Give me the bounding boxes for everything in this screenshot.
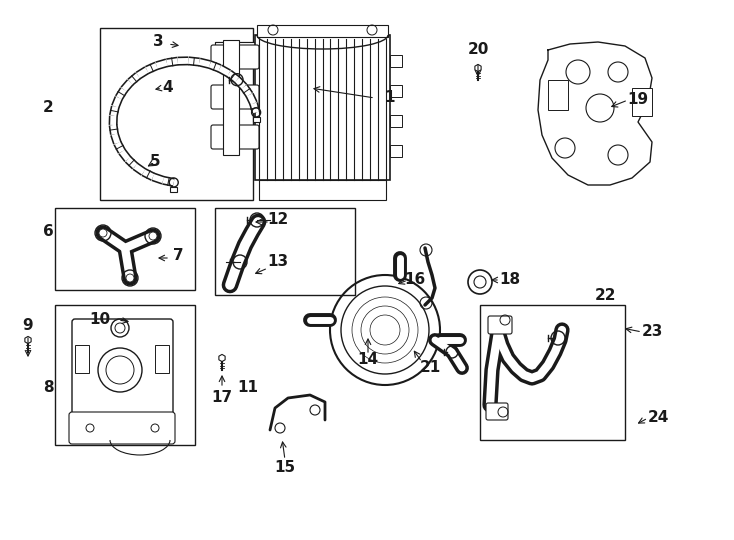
Bar: [390, 115, 402, 127]
Text: 16: 16: [404, 273, 426, 287]
Bar: [55, 305, 195, 445]
Bar: [390, 55, 402, 67]
Text: 2: 2: [43, 100, 54, 116]
Text: 8: 8: [43, 381, 54, 395]
FancyBboxPatch shape: [486, 403, 508, 420]
Text: 9: 9: [23, 318, 33, 333]
Text: 22: 22: [595, 287, 616, 302]
Text: 20: 20: [468, 43, 489, 57]
Polygon shape: [538, 42, 652, 185]
Text: 5: 5: [150, 154, 160, 170]
Text: 4: 4: [163, 80, 173, 96]
Bar: [155, 345, 169, 373]
Polygon shape: [219, 354, 225, 362]
Text: 6: 6: [43, 225, 54, 240]
Bar: [257, 25, 388, 37]
Text: 23: 23: [642, 325, 663, 340]
Bar: [255, 35, 390, 180]
Bar: [390, 85, 402, 97]
Bar: [55, 208, 195, 290]
Text: 17: 17: [211, 390, 233, 406]
Text: 13: 13: [267, 254, 288, 269]
FancyBboxPatch shape: [211, 125, 259, 149]
FancyBboxPatch shape: [488, 316, 512, 334]
Bar: [75, 345, 89, 373]
Text: 1: 1: [385, 91, 395, 105]
FancyBboxPatch shape: [72, 319, 173, 423]
Bar: [548, 80, 568, 110]
Polygon shape: [25, 336, 31, 343]
Text: 3: 3: [153, 35, 163, 50]
Bar: [215, 42, 265, 64]
Bar: [259, 180, 386, 200]
FancyBboxPatch shape: [69, 412, 175, 444]
Bar: [215, 42, 265, 64]
Text: 7: 7: [172, 248, 184, 264]
Bar: [252, 117, 260, 123]
Text: 14: 14: [357, 353, 379, 368]
FancyBboxPatch shape: [211, 45, 259, 69]
Text: 10: 10: [90, 313, 111, 327]
Text: 21: 21: [419, 361, 440, 375]
Bar: [632, 88, 652, 116]
Text: 11: 11: [238, 381, 258, 395]
Text: 24: 24: [647, 410, 669, 426]
Bar: [215, 208, 355, 295]
Text: 18: 18: [499, 273, 520, 287]
Bar: [100, 28, 253, 200]
Bar: [223, 40, 239, 155]
Polygon shape: [475, 64, 481, 72]
Bar: [390, 145, 402, 157]
Bar: [480, 305, 625, 440]
Text: 15: 15: [275, 461, 296, 476]
Text: 12: 12: [267, 213, 288, 227]
Text: 19: 19: [628, 92, 649, 107]
Bar: [170, 187, 178, 192]
FancyBboxPatch shape: [211, 85, 259, 109]
